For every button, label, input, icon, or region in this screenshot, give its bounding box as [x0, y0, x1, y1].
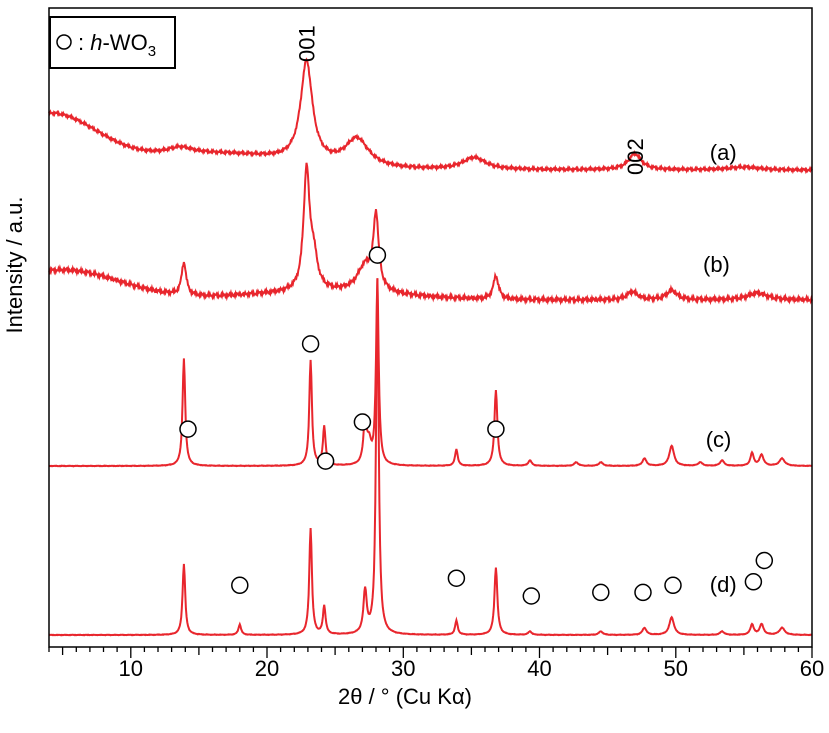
hwo3-marker-13: [744, 573, 763, 591]
plot-frame: [48, 7, 813, 648]
x-axis-title: 2θ / ° (Cu Kα): [338, 684, 472, 709]
x-tick-label: 50: [664, 656, 688, 681]
hwo3-marker-14: [755, 551, 774, 570]
hwo3-marker-2: [231, 576, 249, 595]
hwo3-marker-3: [301, 335, 320, 353]
plot-area: (a) (b) (c) (d) 001 002: [48, 25, 813, 637]
trace-line-c: [48, 278, 813, 468]
hwo3-marker-1: [179, 420, 197, 438]
x-tick-label: 40: [527, 656, 551, 681]
hwo3-marker-7: [447, 569, 466, 587]
peak-label-002: 002: [623, 138, 648, 175]
trace-line-b: [48, 162, 813, 306]
hwo3-marker-5: [353, 413, 372, 431]
hwo3-marker-9: [522, 587, 541, 605]
hwo3-marker-8: [487, 420, 505, 438]
hwo3-marker-12: [664, 576, 682, 595]
x-tick-label: 60: [800, 656, 824, 681]
legend: : h-WO3: [49, 16, 176, 69]
y-axis-title: Intensity / a.u.: [2, 197, 27, 334]
trace-label-b: (b): [703, 252, 730, 277]
x-tick-label: 10: [119, 656, 143, 681]
legend-label: : h-WO3: [78, 30, 156, 60]
trace-line-d: [48, 278, 812, 637]
peak-label-001: 001: [295, 25, 320, 62]
trace-label-a: (a): [710, 140, 737, 165]
trace-line-a: [48, 57, 813, 175]
x-tick-label: 30: [391, 656, 415, 681]
legend-circle-icon: [56, 34, 72, 50]
x-tick-label: 20: [255, 656, 279, 681]
hwo3-marker-10: [592, 583, 610, 602]
hwo3-marker-11: [634, 583, 652, 602]
hwo3-marker-6: [368, 246, 387, 264]
hwo3-marker-4: [316, 452, 335, 470]
axes: 10 20 30 40 50 60: [48, 7, 824, 681]
trace-label-d: (d): [710, 572, 737, 597]
trace-label-c: (c): [706, 427, 732, 452]
